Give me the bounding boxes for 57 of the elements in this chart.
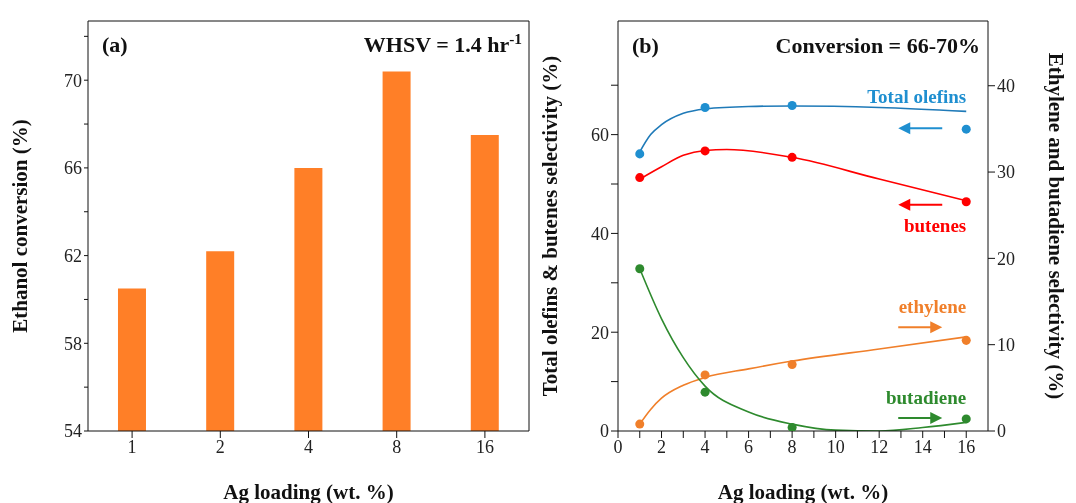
y-tick-label: 58 bbox=[64, 333, 82, 354]
annotation: (a) bbox=[102, 32, 128, 57]
x-tick-label: 14 bbox=[913, 436, 932, 457]
point bbox=[961, 414, 971, 424]
y2-tick-label: 30 bbox=[997, 162, 1015, 183]
y-tick-label: 40 bbox=[591, 223, 609, 244]
annotation: WHSV = 1.4 hr$^{-1}$ bbox=[363, 29, 522, 57]
point bbox=[700, 102, 710, 112]
point bbox=[961, 197, 971, 207]
point bbox=[635, 264, 645, 274]
x-tick-label: 8 bbox=[392, 436, 402, 457]
point bbox=[700, 146, 710, 156]
y-tick-label: 0 bbox=[600, 421, 609, 442]
point bbox=[635, 149, 645, 159]
x-tick-label: 16 bbox=[957, 436, 976, 457]
y2-tick-label: 0 bbox=[997, 421, 1006, 442]
x-tick-label: 12 bbox=[870, 436, 889, 457]
x-tick-label: 4 bbox=[304, 436, 313, 457]
x-tick-label: 6 bbox=[744, 436, 754, 457]
point bbox=[961, 335, 971, 345]
x-tick-label: 2 bbox=[657, 436, 667, 457]
point bbox=[700, 370, 710, 380]
annotation: Conversion = 66-70% bbox=[775, 33, 980, 58]
legend-label: butenes bbox=[903, 215, 967, 237]
point bbox=[787, 152, 797, 162]
annotation: (b) bbox=[632, 33, 659, 58]
x-tick-label: 0 bbox=[613, 436, 623, 457]
point bbox=[635, 419, 645, 429]
x-axis-title: Ag loading (wt. %) bbox=[717, 480, 889, 503]
y-tick-label: 70 bbox=[64, 70, 82, 91]
y-tick-label: 20 bbox=[591, 322, 609, 343]
y2-axis-title: Ethylene and butadiene selectivity (%) bbox=[1043, 52, 1068, 400]
point bbox=[635, 173, 645, 183]
x-axis-title: Ag loading (wt. %) bbox=[223, 480, 394, 503]
point bbox=[787, 100, 797, 110]
y-tick-label: 60 bbox=[591, 125, 609, 145]
point bbox=[961, 124, 971, 134]
point bbox=[700, 387, 710, 397]
series-label: ethylene bbox=[898, 295, 967, 317]
y2-tick-label: 40 bbox=[997, 76, 1015, 97]
point bbox=[787, 423, 797, 431]
y-tick-label: 66 bbox=[64, 158, 82, 179]
series-label: butadiene bbox=[885, 387, 967, 409]
x-tick-label: 8 bbox=[787, 436, 797, 457]
y2-tick-label: 10 bbox=[997, 335, 1015, 356]
point bbox=[787, 360, 797, 370]
x-tick-label: 10 bbox=[826, 436, 845, 457]
x-tick-label: 16 bbox=[475, 436, 494, 457]
x-tick-label: 4 bbox=[700, 436, 710, 457]
y-axis-title: Ethanol conversion (%) bbox=[8, 119, 33, 333]
y-axis-title: Total olefins & butenes selectivity (%) bbox=[538, 55, 563, 397]
x-tick-label: 1 bbox=[127, 436, 137, 457]
series-label: Total olefins bbox=[867, 85, 967, 107]
y-tick-label: 62 bbox=[64, 245, 82, 266]
x-tick-label: 2 bbox=[215, 436, 225, 457]
y-tick-label: 54 bbox=[64, 421, 82, 442]
y2-tick-label: 20 bbox=[997, 248, 1015, 269]
